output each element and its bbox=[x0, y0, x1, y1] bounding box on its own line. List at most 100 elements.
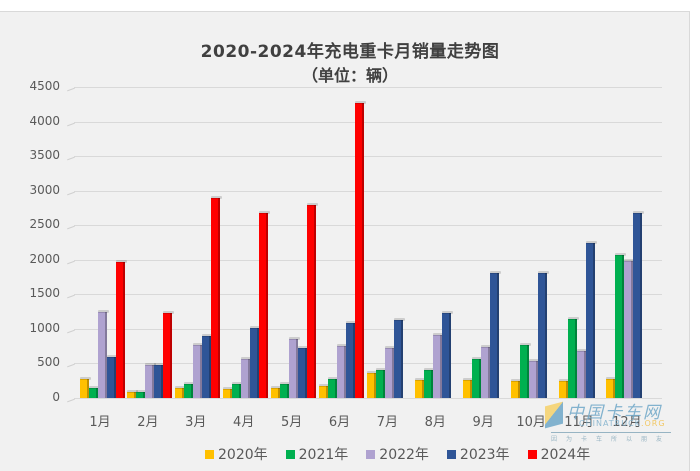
y-tick-label: 1000 bbox=[29, 320, 60, 335]
watermark-en: CHINATRUCK.ORG bbox=[579, 419, 666, 428]
legend-item: 2020年 bbox=[205, 444, 268, 464]
y-tick-label: 3000 bbox=[29, 182, 60, 197]
bar-2021年-12月 bbox=[615, 252, 627, 398]
legend-swatch-icon bbox=[446, 449, 456, 459]
y-tick-label: 1500 bbox=[29, 286, 60, 301]
bar-2021年-6月 bbox=[328, 377, 339, 398]
legend-swatch-icon bbox=[366, 449, 376, 459]
bar-2024年-5月 bbox=[307, 203, 319, 398]
bar-2022年-4月 bbox=[241, 357, 253, 398]
y-tick-label: 4000 bbox=[29, 113, 60, 128]
bar-2020年-9月 bbox=[462, 378, 474, 398]
y-tick-label: 2500 bbox=[29, 217, 60, 232]
bar-2023年-5月 bbox=[298, 346, 310, 398]
legend-label: 2020年 bbox=[218, 447, 268, 463]
x-tick-label: 1月 bbox=[89, 415, 111, 430]
bar-2020年-10月 bbox=[510, 379, 522, 398]
bar-2020年-2月 bbox=[127, 389, 139, 398]
x-tick-label: 11月 bbox=[564, 415, 594, 430]
bar-2022年-12月 bbox=[624, 259, 636, 398]
x-tick-label: 7月 bbox=[376, 415, 399, 430]
bar-2021年-8月 bbox=[423, 368, 435, 398]
legend-item: 2024年 bbox=[527, 444, 591, 464]
bar-2020年-5月 bbox=[271, 385, 283, 398]
bar-2021年-7月 bbox=[375, 368, 387, 398]
legend-swatch-icon bbox=[205, 449, 214, 459]
x-tick-label: 6月 bbox=[328, 415, 351, 430]
bar-2024年-1月 bbox=[115, 259, 127, 398]
bar-2022年-5月 bbox=[289, 336, 301, 398]
bar-2020年-8月 bbox=[414, 378, 426, 398]
x-tick-label: 12月 bbox=[612, 415, 642, 430]
bar-2023年-3月 bbox=[202, 334, 214, 398]
bar-2023年-11月 bbox=[585, 241, 597, 398]
gridline bbox=[74, 328, 662, 330]
legend-label: 2024年 bbox=[540, 447, 591, 463]
x-tick-label: 10月 bbox=[516, 415, 546, 430]
x-tick-label: 9月 bbox=[472, 415, 494, 430]
bar-2024年-4月 bbox=[259, 211, 271, 398]
gridline bbox=[74, 156, 662, 158]
x-tick-label: 5月 bbox=[280, 415, 303, 430]
watermark-logo-icon bbox=[545, 401, 563, 429]
x-tick-label: 3月 bbox=[185, 415, 207, 430]
bar-2020年-11月 bbox=[558, 378, 570, 398]
bar-2023年-1月 bbox=[106, 354, 118, 398]
y-tick-label: 2000 bbox=[29, 251, 60, 266]
bar-2020年-1月 bbox=[79, 377, 91, 398]
x-tick-label: 2月 bbox=[137, 415, 159, 430]
bar-2020年-6月 bbox=[319, 384, 330, 398]
legend-item: 2023年 bbox=[446, 444, 510, 464]
gridline bbox=[74, 190, 662, 192]
y-tick-label: 4500 bbox=[29, 79, 60, 93]
y-tick-label: 500 bbox=[37, 355, 60, 370]
bar-2022年-6月 bbox=[337, 344, 348, 398]
watermark-cn: 中国卡车网 bbox=[567, 403, 662, 423]
bar-2023年-12月 bbox=[633, 210, 645, 398]
y-tick-label: 0 bbox=[52, 390, 60, 404]
gridline bbox=[74, 121, 662, 123]
bar-2022年-2月 bbox=[145, 362, 157, 398]
legend-item: 2021年 bbox=[285, 444, 349, 464]
bar-2022年-8月 bbox=[432, 333, 444, 398]
legend-item: 2022年 bbox=[366, 444, 429, 464]
bar-2023年-6月 bbox=[346, 321, 357, 398]
legend-swatch-icon bbox=[285, 449, 295, 459]
bar-2024年-2月 bbox=[163, 310, 175, 398]
bar-2023年-4月 bbox=[250, 326, 262, 398]
bar-2020年-7月 bbox=[366, 371, 378, 398]
chart-title: 2020-2024年充电重卡月销量走势图 bbox=[200, 42, 500, 62]
legend-label: 2023年 bbox=[459, 447, 510, 463]
bar-2021年-9月 bbox=[471, 356, 483, 398]
bar-2020年-12月 bbox=[606, 376, 618, 398]
gridline bbox=[74, 87, 662, 88]
bar-2021年-10月 bbox=[519, 343, 531, 398]
bar-2020年-3月 bbox=[175, 386, 187, 398]
bar-2021年-11月 bbox=[567, 316, 579, 398]
bar-2021年-5月 bbox=[280, 382, 292, 398]
legend-label: 2022年 bbox=[379, 447, 429, 463]
bar-2022年-1月 bbox=[97, 310, 109, 398]
bar-2022年-10月 bbox=[528, 359, 540, 398]
legend-label: 2021年 bbox=[298, 447, 349, 463]
bar-2022年-3月 bbox=[193, 343, 205, 398]
chart-subtitle: （单位：辆） bbox=[301, 66, 398, 85]
bar-2022年-9月 bbox=[480, 344, 492, 398]
bar-2021年-2月 bbox=[136, 389, 148, 398]
bar-2021年-3月 bbox=[184, 382, 196, 398]
bar-2021年-1月 bbox=[88, 385, 100, 398]
y-tick-label: 3500 bbox=[29, 148, 60, 163]
bar-2023年-8月 bbox=[441, 310, 453, 398]
bar-2024年-3月 bbox=[211, 195, 223, 398]
gridline bbox=[74, 294, 662, 296]
legend: 2020年 2021年 2022年 2023年 2024年 bbox=[205, 444, 590, 464]
bar-2023年-10月 bbox=[537, 270, 549, 398]
bar-2023年-7月 bbox=[393, 317, 405, 398]
bar-2024年-6月 bbox=[355, 100, 366, 398]
watermark-slogan: 因为卡车所以朋友 bbox=[551, 432, 672, 443]
bar-2023年-2月 bbox=[154, 362, 166, 398]
bar-2022年-7月 bbox=[384, 346, 396, 398]
watermark: 中国卡车网 CHINATRUCK.ORG 因为卡车所以朋友 bbox=[545, 398, 675, 444]
bar-2023年-9月 bbox=[489, 270, 501, 398]
x-tick-label: 8月 bbox=[424, 415, 446, 430]
